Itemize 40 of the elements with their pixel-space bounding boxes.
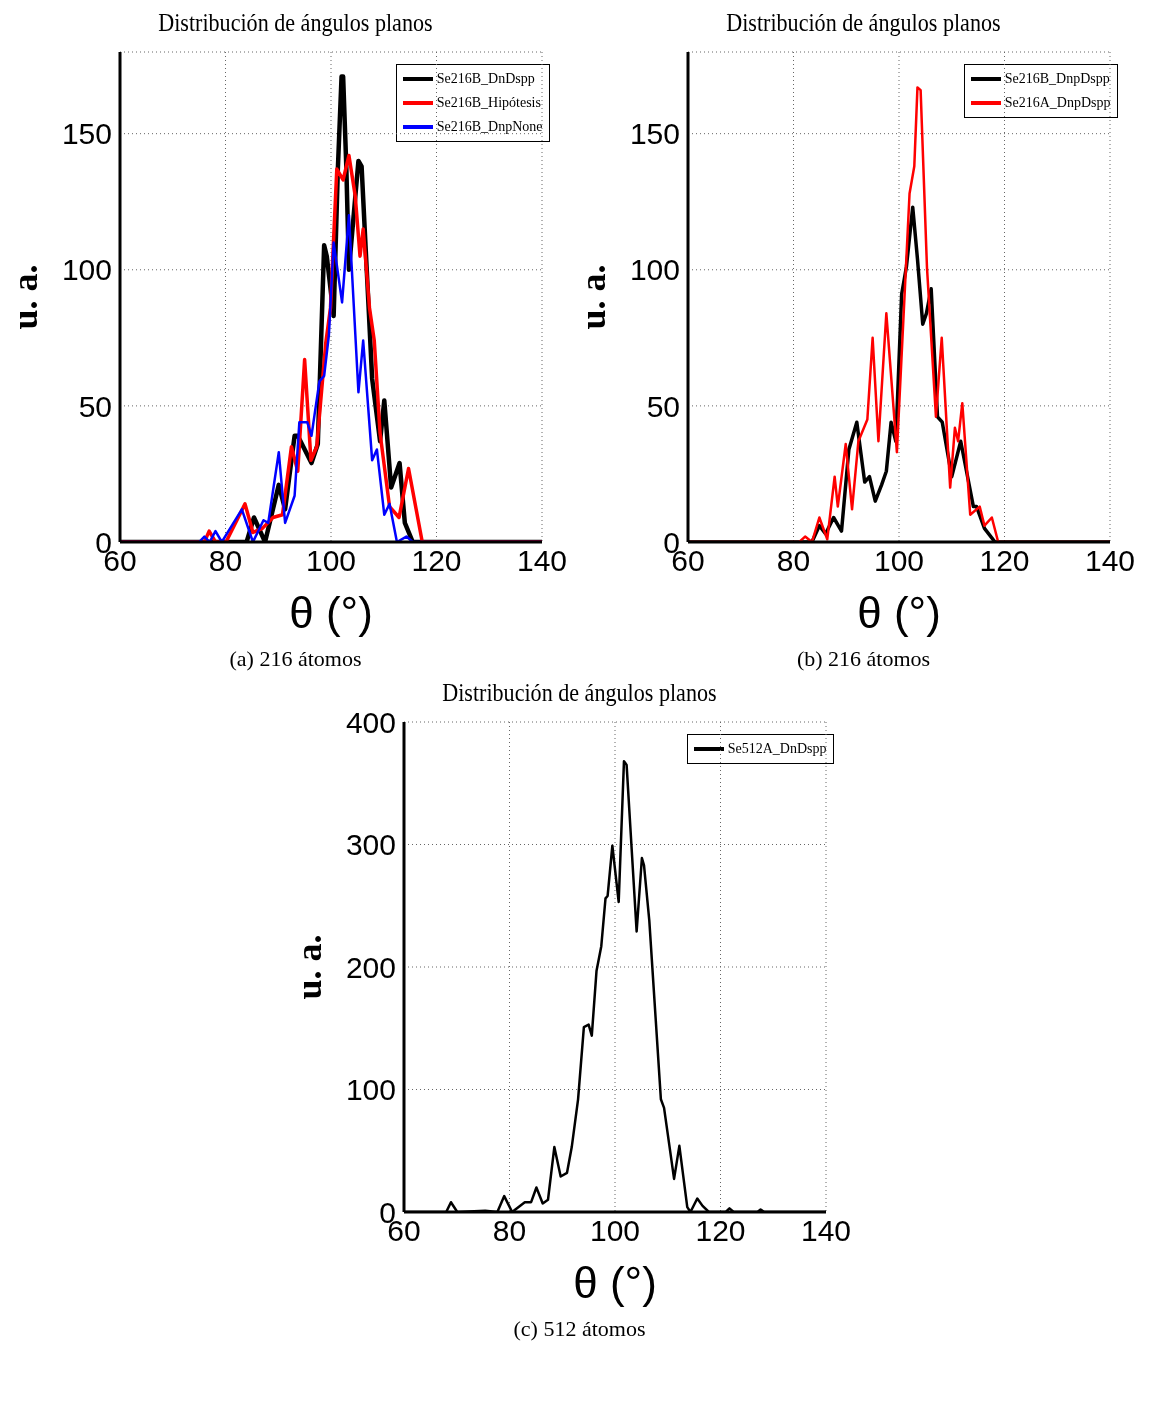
y-tick-label: 50	[646, 389, 680, 423]
text: (c) 512 átomos	[513, 1316, 646, 1342]
y-tick-label: 150	[61, 117, 112, 151]
legend-label: Se216B_DnDspp	[436, 70, 535, 88]
legend-label: Se216B_DnpDspp	[1004, 70, 1110, 88]
x-tick-label: 140	[800, 1214, 851, 1248]
x-axis-title: θ (°)	[288, 588, 373, 637]
legend-label: Se216A_DnpDspp	[1004, 94, 1111, 112]
x-axis-title: θ (°)	[572, 1258, 657, 1307]
x-tick-label: 80	[492, 1214, 526, 1248]
y-tick-label: 100	[345, 1073, 396, 1107]
chart-title: Distribución de ángulos planos	[442, 678, 717, 709]
y-tick-label: 200	[345, 950, 396, 984]
x-tick-label: 100	[589, 1214, 640, 1248]
x-tick-label: 120	[410, 544, 462, 578]
y-tick-label: 100	[61, 253, 112, 287]
x-tick-label: 120	[694, 1214, 746, 1248]
y-axis-title: u. a.	[572, 264, 613, 330]
x-tick-label: 120	[978, 544, 1030, 578]
legend-label: Se216B_Hipótesis	[436, 94, 541, 112]
y-axis-title: u. a.	[4, 264, 45, 330]
x-tick-label: 100	[305, 544, 356, 578]
text: (a) 216 átomos	[229, 646, 362, 672]
y-tick-label: 300	[345, 828, 396, 862]
x-tick-label: 140	[1084, 544, 1135, 578]
legend-label: Se216B_DnpNone	[436, 118, 543, 136]
y-tick-label: 150	[629, 117, 680, 151]
x-tick-label: 100	[873, 544, 924, 578]
x-axis-title: θ (°)	[856, 588, 941, 637]
y-axis-title: u. a.	[288, 934, 329, 1000]
legend-label: Se512A_DnDspp	[727, 740, 827, 758]
y-tick-label: 100	[629, 253, 680, 287]
x-tick-label: 80	[776, 544, 810, 578]
x-tick-label: 80	[208, 544, 242, 578]
y-tick-label: 50	[78, 389, 112, 423]
x-tick-label: 140	[516, 544, 567, 578]
chart-title: Distribución de ángulos planos	[726, 8, 1001, 39]
chart-title: Distribución de ángulos planos	[158, 8, 433, 39]
y-tick-label: 400	[345, 705, 396, 739]
text: (b) 216 átomos	[796, 646, 931, 672]
